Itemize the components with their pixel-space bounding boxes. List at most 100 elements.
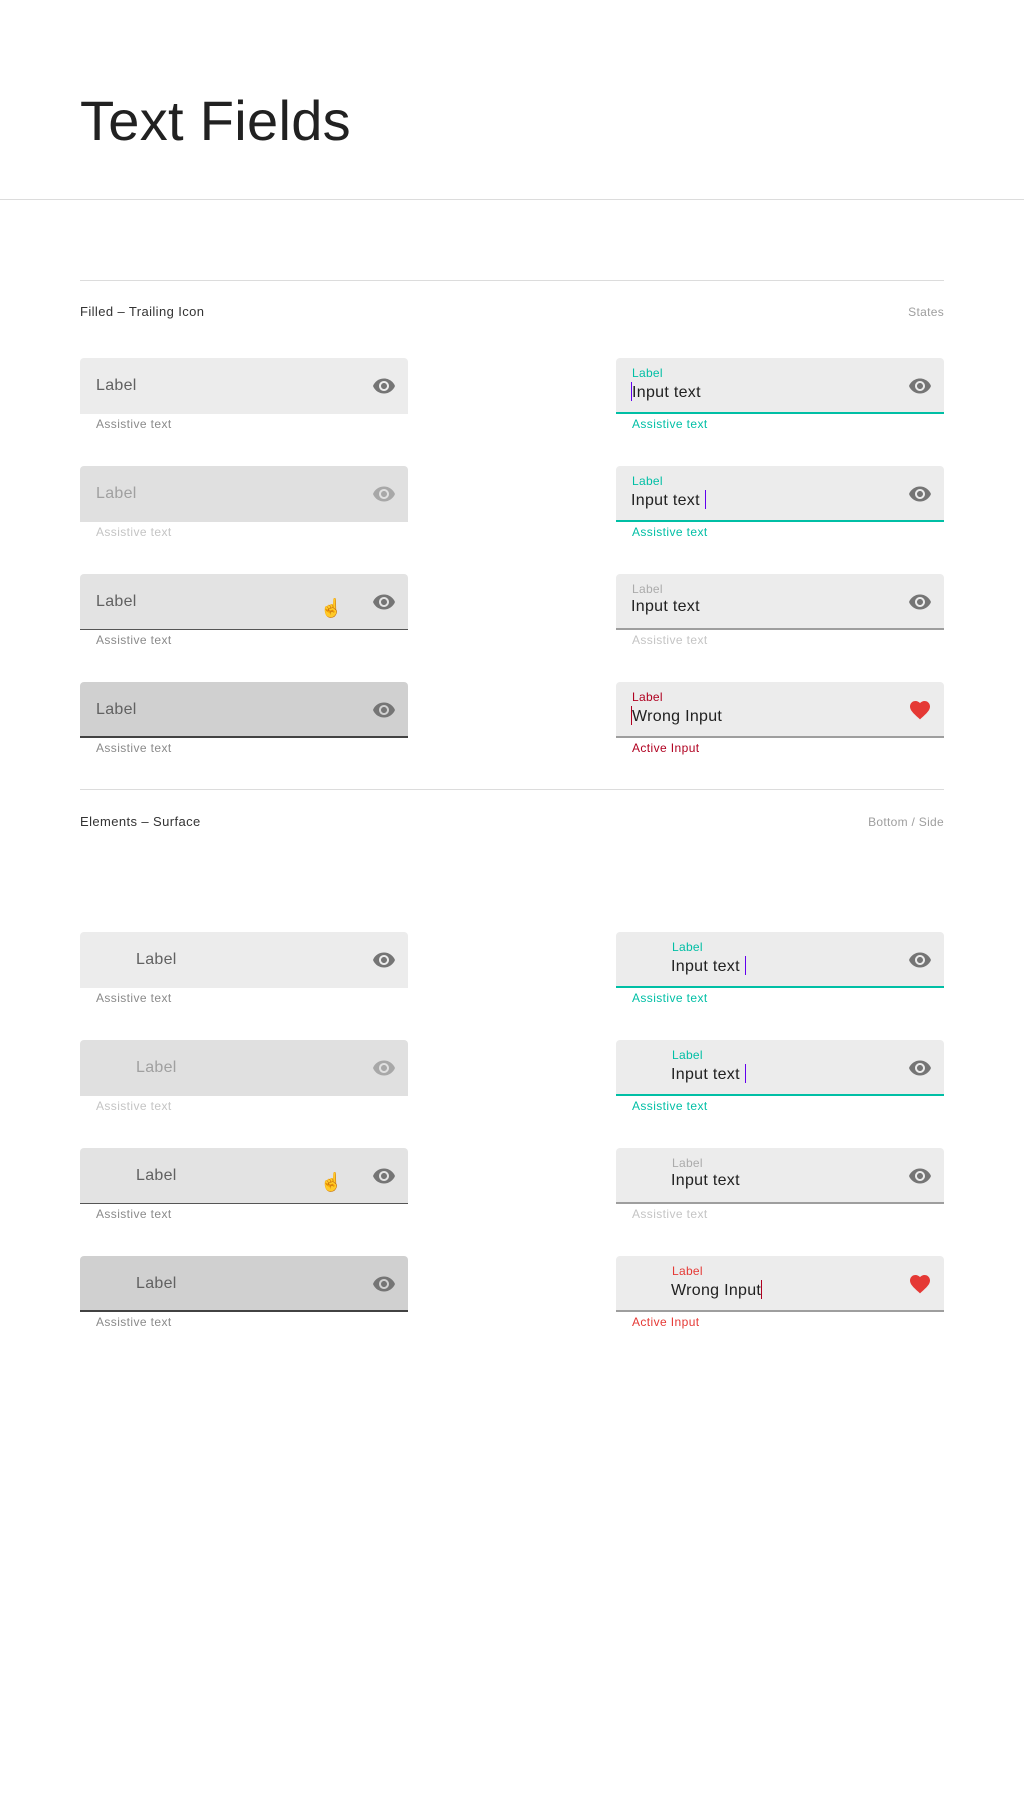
field-label: Label bbox=[672, 1264, 703, 1278]
input-value: Input text bbox=[631, 492, 705, 509]
field-label: Label bbox=[632, 582, 663, 596]
underline bbox=[616, 1202, 944, 1204]
text-field-focused[interactable]: Label Input text bbox=[616, 358, 944, 414]
section-divider bbox=[80, 280, 944, 281]
eye-icon[interactable] bbox=[372, 590, 396, 614]
assistive-text: Assistive text bbox=[632, 991, 708, 1005]
field-label: Label bbox=[136, 1059, 177, 1076]
field-input[interactable]: Input text bbox=[671, 1172, 740, 1190]
assistive-text: Assistive text bbox=[96, 741, 172, 755]
text-field-filled[interactable]: Label Input text bbox=[616, 1148, 944, 1204]
eye-icon[interactable] bbox=[372, 1272, 396, 1296]
field-label: Label bbox=[672, 1048, 703, 1062]
section-title: Filled – Trailing Icon bbox=[80, 304, 205, 319]
text-cursor bbox=[631, 706, 632, 725]
field-input[interactable]: Wrong Input bbox=[671, 1280, 763, 1300]
field-label: Label bbox=[136, 951, 177, 968]
hand-pointer-icon: ☝ bbox=[320, 1172, 343, 1192]
eye-icon[interactable] bbox=[372, 698, 396, 722]
eye-icon[interactable] bbox=[372, 374, 396, 398]
underline bbox=[616, 986, 944, 988]
text-cursor bbox=[744, 1064, 746, 1083]
underline bbox=[616, 628, 944, 630]
assistive-text: Assistive text bbox=[632, 525, 708, 539]
text-field-error2[interactable]: Label Wrong Input bbox=[616, 1256, 944, 1312]
section-divider bbox=[80, 789, 944, 790]
input-value: Input text bbox=[632, 384, 701, 401]
input-value: Input text bbox=[671, 1172, 740, 1189]
eye-icon[interactable] bbox=[372, 1056, 396, 1080]
field-label: Label bbox=[96, 701, 137, 718]
text-field-filled[interactable]: Label Input text bbox=[616, 574, 944, 630]
eye-icon[interactable] bbox=[372, 1164, 396, 1188]
field-label: Label bbox=[136, 1167, 177, 1184]
text-field-focused[interactable]: Label Input text bbox=[616, 932, 944, 988]
field-input[interactable]: Input text bbox=[671, 1064, 746, 1084]
text-field-error[interactable]: Label Wrong Input bbox=[616, 682, 944, 738]
text-cursor bbox=[704, 490, 706, 509]
eye-icon[interactable] bbox=[908, 1056, 932, 1080]
text-cursor bbox=[761, 1280, 763, 1299]
assistive-text: Assistive text bbox=[96, 1099, 172, 1113]
text-field-hover[interactable]: Label ☝ bbox=[80, 574, 408, 630]
assistive-text: Assistive text bbox=[96, 991, 172, 1005]
underline bbox=[616, 736, 944, 738]
text-field-pressed[interactable]: Label bbox=[80, 1256, 408, 1312]
eye-icon[interactable] bbox=[908, 590, 932, 614]
field-input[interactable]: Input text bbox=[671, 956, 746, 976]
section-title: Elements – Surface bbox=[80, 814, 201, 829]
assistive-text: Assistive text bbox=[96, 417, 172, 431]
field-label: Label bbox=[632, 366, 663, 380]
input-value: Input text bbox=[631, 598, 700, 615]
underline bbox=[616, 412, 944, 414]
assistive-text: Assistive text bbox=[632, 417, 708, 431]
assistive-text: Assistive text bbox=[96, 1207, 172, 1221]
text-cursor bbox=[631, 382, 632, 401]
field-label: Label bbox=[632, 690, 663, 704]
input-value: Input text bbox=[671, 1066, 745, 1083]
field-input[interactable]: Input text bbox=[631, 382, 701, 402]
assistive-text: Active Input bbox=[632, 1315, 700, 1329]
eye-icon[interactable] bbox=[908, 482, 932, 506]
text-field-focused[interactable]: Label Input text bbox=[616, 466, 944, 522]
field-label: Label bbox=[632, 474, 663, 488]
section-right-label: Bottom / Side bbox=[868, 815, 944, 829]
section-right-label: States bbox=[908, 305, 944, 319]
eye-icon[interactable] bbox=[372, 948, 396, 972]
underline bbox=[616, 520, 944, 522]
heart-icon[interactable] bbox=[908, 698, 932, 722]
field-label: Label bbox=[672, 1156, 703, 1170]
eye-icon[interactable] bbox=[908, 948, 932, 972]
field-input[interactable]: Wrong Input bbox=[631, 706, 722, 726]
text-field-focused[interactable]: Label Input text bbox=[616, 1040, 944, 1096]
assistive-text: Assistive text bbox=[96, 633, 172, 647]
field-label: Label bbox=[672, 940, 703, 954]
field-input[interactable]: Input text bbox=[631, 598, 700, 616]
eye-icon[interactable] bbox=[908, 374, 932, 398]
field-label: Label bbox=[136, 1275, 177, 1292]
input-value: Input text bbox=[671, 958, 745, 975]
page-title: Text Fields bbox=[80, 89, 351, 152]
text-field-enabled[interactable]: Label bbox=[80, 358, 408, 414]
assistive-text: Assistive text bbox=[632, 1207, 708, 1221]
assistive-text: Assistive text bbox=[96, 525, 172, 539]
text-field-disabled[interactable]: Label bbox=[80, 466, 408, 522]
underline bbox=[616, 1094, 944, 1096]
eye-icon[interactable] bbox=[908, 1164, 932, 1188]
assistive-text: Assistive text bbox=[96, 1315, 172, 1329]
assistive-text: Assistive text bbox=[632, 1099, 708, 1113]
underline bbox=[616, 1310, 944, 1312]
assistive-text: Active Input bbox=[632, 741, 700, 755]
text-cursor bbox=[744, 956, 746, 975]
text-field-hover[interactable]: Label ☝ bbox=[80, 1148, 408, 1204]
field-input[interactable]: Input text bbox=[631, 490, 706, 510]
text-field-disabled[interactable]: Label bbox=[80, 1040, 408, 1096]
underline bbox=[80, 1203, 408, 1204]
eye-icon[interactable] bbox=[372, 482, 396, 506]
field-label: Label bbox=[96, 593, 137, 610]
heart-icon[interactable] bbox=[908, 1272, 932, 1296]
hand-pointer-icon: ☝ bbox=[320, 598, 343, 618]
text-field-enabled[interactable]: Label bbox=[80, 932, 408, 988]
underline bbox=[80, 736, 408, 738]
text-field-pressed[interactable]: Label bbox=[80, 682, 408, 738]
